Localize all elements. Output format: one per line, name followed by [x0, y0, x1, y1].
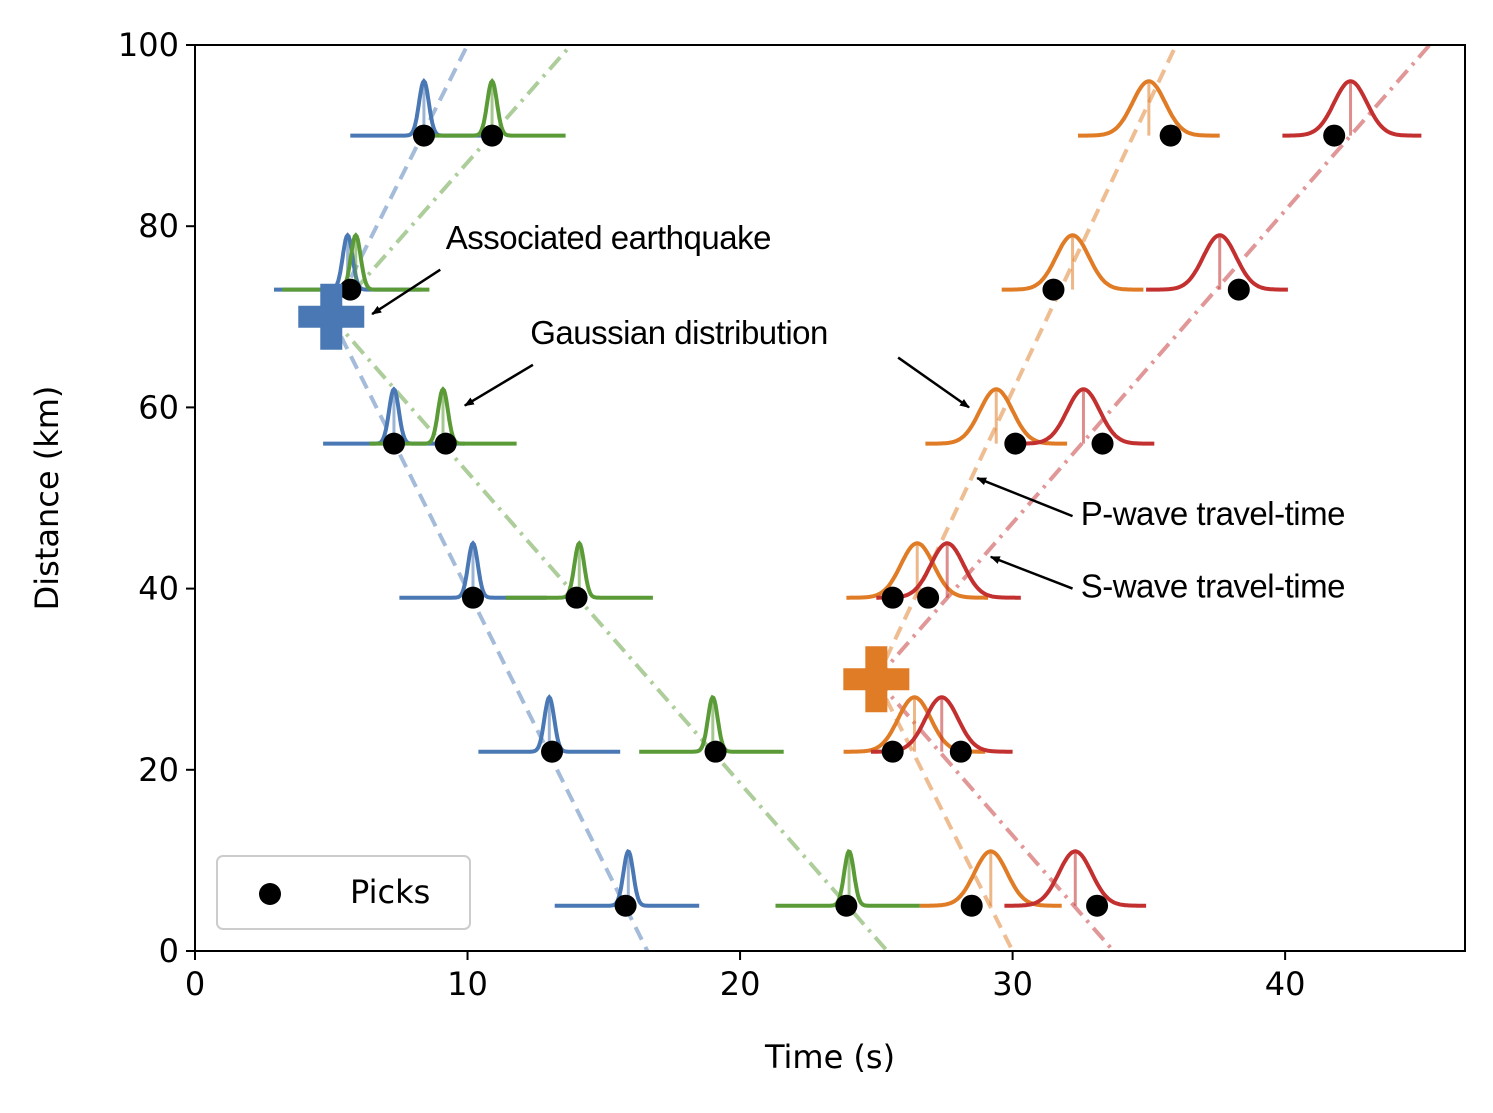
- annotation-arrow: [371, 268, 441, 316]
- pick-marker: [434, 432, 457, 455]
- pick-marker: [565, 586, 588, 609]
- y-tick-label: 80: [138, 207, 179, 245]
- annotation-label: P-wave travel-time: [1081, 495, 1345, 532]
- y-tick-label: 20: [138, 751, 179, 789]
- eq1-P-travel-time-up: [329, 45, 470, 318]
- x-tick-label: 30: [992, 965, 1033, 1003]
- pick-marker: [339, 278, 362, 301]
- pick-marker: [541, 740, 564, 763]
- pick-marker: [382, 432, 405, 455]
- pick-marker: [461, 586, 484, 609]
- eq2-P-gaussian-curve: [846, 541, 989, 600]
- annotations: Associated earthquake Gaussian distributi…: [371, 219, 1345, 605]
- x-ticks: 0 10 20 30 40: [185, 951, 1306, 1003]
- pick-marker: [881, 740, 904, 763]
- eq2-earthquake-marker: [843, 646, 910, 713]
- legend-label: Picks: [350, 873, 430, 911]
- eq2-P-gaussian-curve: [1001, 233, 1144, 292]
- eq1-S-gaussian-curve: [505, 540, 653, 600]
- annotation-arrow: [976, 476, 1074, 518]
- y-tick-label: 100: [118, 26, 179, 64]
- plot-frame: [194, 44, 1466, 952]
- axes: 0 10 20 30 40 0 20 40 60 80 100 Time (s) Distance…: [28, 26, 1466, 1076]
- pick-marker: [1042, 278, 1065, 301]
- pick-marker: [1159, 124, 1182, 147]
- x-tick-label: 0: [185, 965, 205, 1003]
- annotation-arrow: [897, 356, 970, 409]
- pick-marker: [949, 740, 972, 763]
- annotation-arrow: [463, 363, 534, 407]
- eq2-S-gaussian-curve: [1146, 233, 1288, 292]
- x-tick-label: 20: [720, 965, 761, 1003]
- x-axis-label: Time (s): [764, 1038, 895, 1076]
- pick-marker: [481, 124, 504, 147]
- eq2-S-gaussian-curve: [1004, 849, 1147, 908]
- x-tick-label: 10: [447, 965, 488, 1003]
- y-axis-label: Distance (km): [28, 386, 66, 611]
- pick-marker: [1091, 432, 1114, 455]
- pick-marker: [1004, 432, 1027, 455]
- eq1-S-gaussian-curve: [639, 694, 784, 754]
- pick-marker: [704, 740, 727, 763]
- eq1-S-gaussian-curve: [418, 78, 566, 138]
- eq2-S-travel-time-down: [874, 677, 1115, 951]
- eq2-S-gaussian-curve: [1282, 79, 1422, 138]
- legend: Picks: [216, 855, 471, 930]
- eq2-P-gaussian-curve: [1078, 79, 1220, 138]
- eq1-S-travel-time-down: [329, 315, 889, 951]
- annotation-label: Gaussian distribution: [530, 314, 828, 351]
- y-tick-label: 40: [138, 570, 179, 608]
- gaussian-distributions: [274, 78, 1422, 908]
- annotation-label: S-wave travel-time: [1081, 568, 1345, 605]
- eq1-S-gaussian-curve: [282, 232, 430, 292]
- eq1-P-gaussian-curve: [478, 694, 621, 754]
- pick-marker: [614, 894, 637, 917]
- pick-marker: [1227, 278, 1250, 301]
- eq1-earthquake-marker: [298, 283, 365, 350]
- eq2-S-gaussian-curve: [1012, 387, 1155, 446]
- pick-marker: [960, 894, 983, 917]
- pick-marker: [917, 586, 940, 609]
- legend-pick-marker: [259, 883, 281, 905]
- pick-marker: [835, 894, 858, 917]
- picks: [339, 124, 1346, 917]
- legend-box: [216, 855, 471, 930]
- y-tick-label: 60: [138, 388, 179, 426]
- pick-marker: [1323, 124, 1346, 147]
- x-tick-label: 40: [1265, 965, 1306, 1003]
- pick-marker: [1086, 894, 1109, 917]
- eq2-P-gaussian-curve: [919, 849, 1062, 908]
- pick-marker: [881, 586, 904, 609]
- y-ticks: 0 20 40 60 80 100: [118, 26, 195, 970]
- eq1-S-gaussian-curve: [775, 849, 920, 908]
- eq1-S-travel-time-up: [329, 45, 573, 319]
- eq1-P-travel-time-down: [329, 315, 650, 951]
- earthquake-markers: [298, 283, 910, 713]
- annotation-label: Associated earthquake: [446, 219, 771, 256]
- y-tick-label: 0: [159, 932, 179, 970]
- eq1-P-gaussian-curve: [554, 848, 700, 908]
- pick-marker: [412, 124, 435, 147]
- annotation-arrow: [989, 555, 1074, 590]
